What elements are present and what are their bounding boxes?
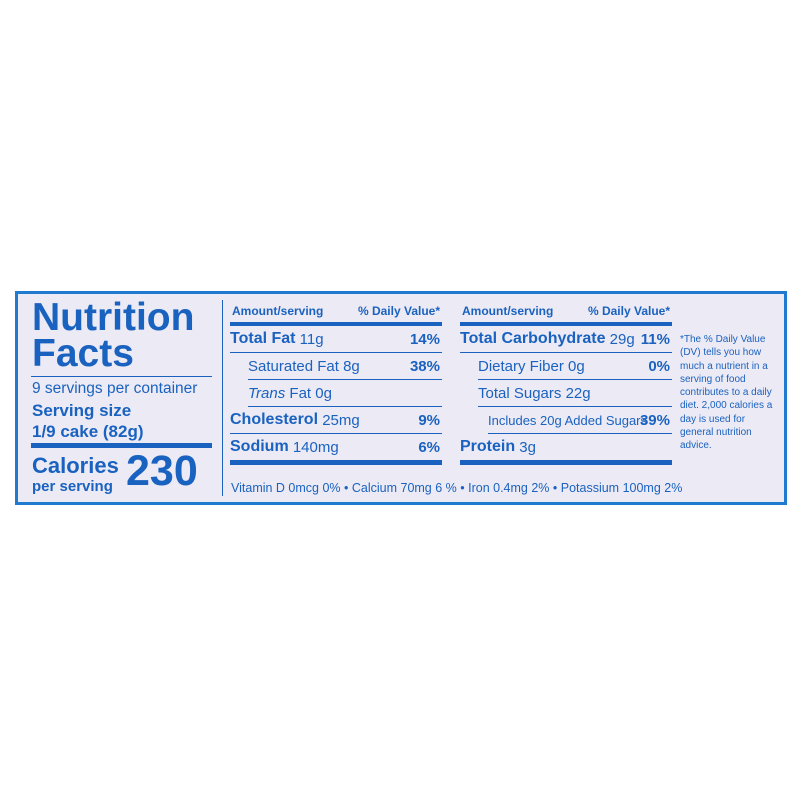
serving-size: 1/9 cake (82g) [32, 422, 144, 441]
header: Amount/serving [462, 304, 554, 318]
amount: 11g [299, 330, 324, 348]
amount: 8g [343, 357, 360, 375]
vitamin: Iron 0.4mg 2% [468, 481, 550, 495]
amount: 29g [609, 330, 635, 348]
header: Amount/serving [232, 304, 324, 318]
header: % Daily Value* [357, 304, 440, 318]
nutrient: Total Sugars [478, 384, 562, 402]
vitamin: Vitamin D 0mcg 0% [231, 481, 341, 495]
dv: 6% [418, 438, 440, 456]
title: Nutrition Facts [32, 296, 195, 375]
footnote: *The % Daily Value (DV) tells you how mu… [680, 334, 773, 452]
calories: 230 [126, 447, 198, 495]
amount: 0g [568, 357, 585, 375]
amount: 3g [519, 438, 536, 456]
amount: 22g [565, 384, 591, 402]
dv: 38% [409, 357, 440, 375]
divider [222, 300, 223, 496]
amount: 140mg [292, 438, 339, 456]
title-line: Facts [32, 332, 134, 375]
dv: 14% [409, 330, 440, 348]
nutrient: Protein [460, 438, 516, 455]
nutrient: Total Carbohydrate [460, 330, 606, 347]
dv: 39% [639, 411, 670, 429]
nutrient: Dietary Fiber [478, 357, 564, 375]
nutrient: Total Fat [230, 330, 296, 347]
amount: 25mg [322, 411, 360, 429]
dv: 11% [640, 330, 670, 348]
calories-label: Calories [32, 453, 119, 478]
dv: 0% [648, 357, 670, 375]
vitamin: Calcium 70mg 6 % [351, 481, 457, 495]
nutrient: Saturated Fat [248, 357, 339, 375]
title-line: Nutrition [32, 296, 195, 339]
label-box [15, 291, 787, 505]
dv: 9% [418, 411, 440, 429]
serving-size-label: Serving size [32, 401, 132, 420]
servings: 9 servings per container [32, 380, 198, 397]
amount: 0g [315, 384, 332, 402]
nutrient: Fat [289, 384, 312, 402]
vitamin: Potassium 100mg 2% [560, 481, 683, 495]
nutrient-italic: Trans [248, 384, 286, 402]
nutrient: Cholesterol [230, 411, 319, 428]
column: Amount/serving % Daily Value* Total Fat 1… [230, 300, 442, 465]
nutrient: Includes 20g Added Sugars [488, 412, 648, 428]
nutrient: Sodium [230, 438, 289, 455]
column: Amount/serving % Daily Value* Total Carbo… [460, 300, 672, 465]
per-serving: per serving [32, 478, 113, 495]
vitamins: Vitamin D 0mcg 0% • Calcium 70mg 6 % • I… [231, 481, 683, 495]
header: % Daily Value* [587, 304, 670, 318]
